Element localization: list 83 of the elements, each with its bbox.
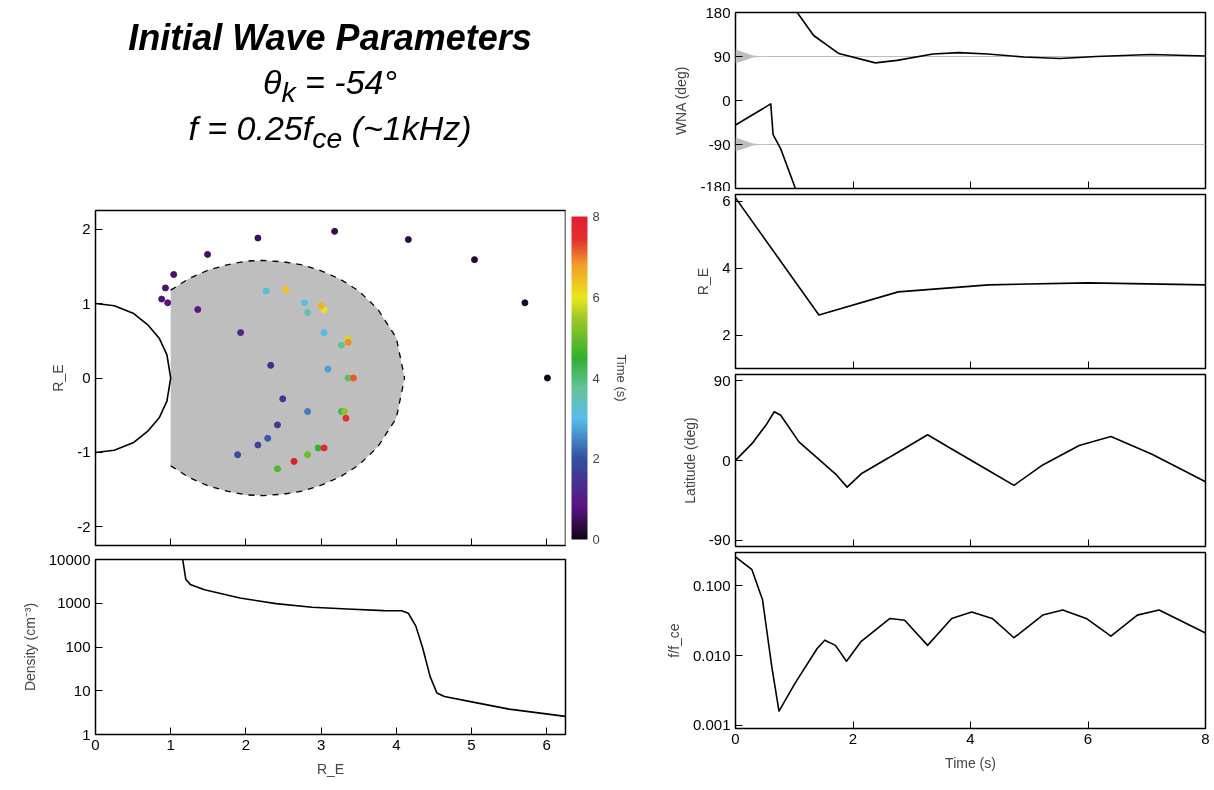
point: [304, 451, 312, 459]
point: [317, 302, 325, 310]
point: [282, 285, 290, 293]
point: [254, 441, 262, 449]
point: [161, 284, 169, 292]
y-axis-title: WNA (deg): [673, 66, 690, 136]
x-tick-label: 5: [467, 735, 476, 753]
y-tick-label: -90: [708, 135, 731, 153]
point: [304, 308, 312, 316]
point: [471, 256, 479, 264]
point: [521, 299, 529, 307]
point: [234, 451, 242, 459]
y-tick-label: 4: [722, 259, 731, 277]
point: [164, 299, 172, 307]
x-axis-title: Time (s): [945, 754, 996, 771]
point: [331, 227, 339, 235]
point: [320, 329, 328, 337]
point: [404, 236, 412, 244]
color-bar-label: 4: [592, 370, 600, 386]
point: [194, 306, 202, 314]
point: [543, 374, 551, 382]
y-tick-label: 2: [722, 326, 731, 344]
x-tick-label: 4: [392, 735, 401, 753]
y-tick-label: 0.010: [692, 646, 731, 664]
y-axis-title: Density (cm⁻³): [21, 602, 38, 692]
point: [290, 457, 298, 465]
point: [314, 444, 322, 452]
point: [342, 414, 350, 422]
point: [279, 395, 287, 403]
y-tick-label: 10: [73, 681, 91, 699]
point: [337, 341, 345, 349]
x-tick-label: 6: [542, 735, 551, 753]
chart-subtitle: θ$_{k}$ = -54° f = 0.25f$_{ce}$ (~1kHz): [187, 63, 473, 155]
y-tick-label: 90: [713, 371, 731, 389]
x-tick-label: 4: [966, 729, 975, 747]
y-tick-label: 1: [82, 294, 91, 312]
x-tick-label: 6: [1083, 729, 1093, 747]
point: [204, 250, 212, 258]
x-tick-label: 2: [241, 735, 251, 753]
y-axis-title: R_E: [695, 267, 712, 296]
y-tick-label: 10000: [48, 550, 91, 568]
point: [273, 465, 281, 473]
y-tick-label: 2: [82, 220, 91, 238]
x-tick-label: 3: [316, 735, 326, 753]
y-tick-label: 0: [82, 369, 91, 386]
y-tick-label: -180: [700, 177, 731, 195]
y-tick-label: 6: [722, 192, 731, 210]
point: [304, 408, 312, 415]
y-tick-label: 180: [705, 3, 731, 21]
point: [237, 329, 245, 337]
y-tick-label: 0: [722, 451, 731, 469]
y-axis-title: f/f_ce: [665, 623, 682, 658]
y-tick-label: 0: [722, 91, 731, 109]
point: [264, 434, 272, 442]
point: [320, 444, 328, 452]
y-axis-title: R_E: [50, 364, 67, 392]
y-tick-label: -1: [77, 443, 91, 461]
y-tick-label: -90: [708, 531, 731, 549]
color-bar-label: 0: [592, 532, 600, 547]
point: [267, 361, 275, 369]
point: [301, 299, 309, 307]
point: [262, 287, 270, 295]
point: [170, 271, 178, 279]
x-tick-label: 2: [848, 729, 858, 747]
point: [254, 234, 262, 242]
x-axis-title: R_E: [316, 760, 345, 777]
point: [324, 365, 332, 373]
y-tick-label: 0.001: [692, 716, 731, 734]
color-bar-label: 2: [592, 451, 600, 467]
color-bar-label: 6: [592, 289, 600, 305]
y-tick-label: -2: [77, 517, 91, 535]
point: [158, 295, 166, 303]
x-tick-label: 1: [166, 735, 175, 753]
y-tick-label: 0.100: [692, 576, 731, 594]
y-tick-label: 90: [713, 47, 731, 65]
y-tick-label: 1000: [57, 594, 91, 612]
y-tick-label: 100: [65, 638, 91, 655]
point: [273, 421, 281, 429]
x-tick-label: 8: [1201, 729, 1210, 747]
chart-title: Initial Wave Parameters: [127, 16, 533, 60]
color-bar-label: 8: [592, 209, 600, 224]
color-bar-title: Time (s): [613, 354, 629, 402]
y-axis-title: Latitude (deg): [681, 417, 698, 504]
